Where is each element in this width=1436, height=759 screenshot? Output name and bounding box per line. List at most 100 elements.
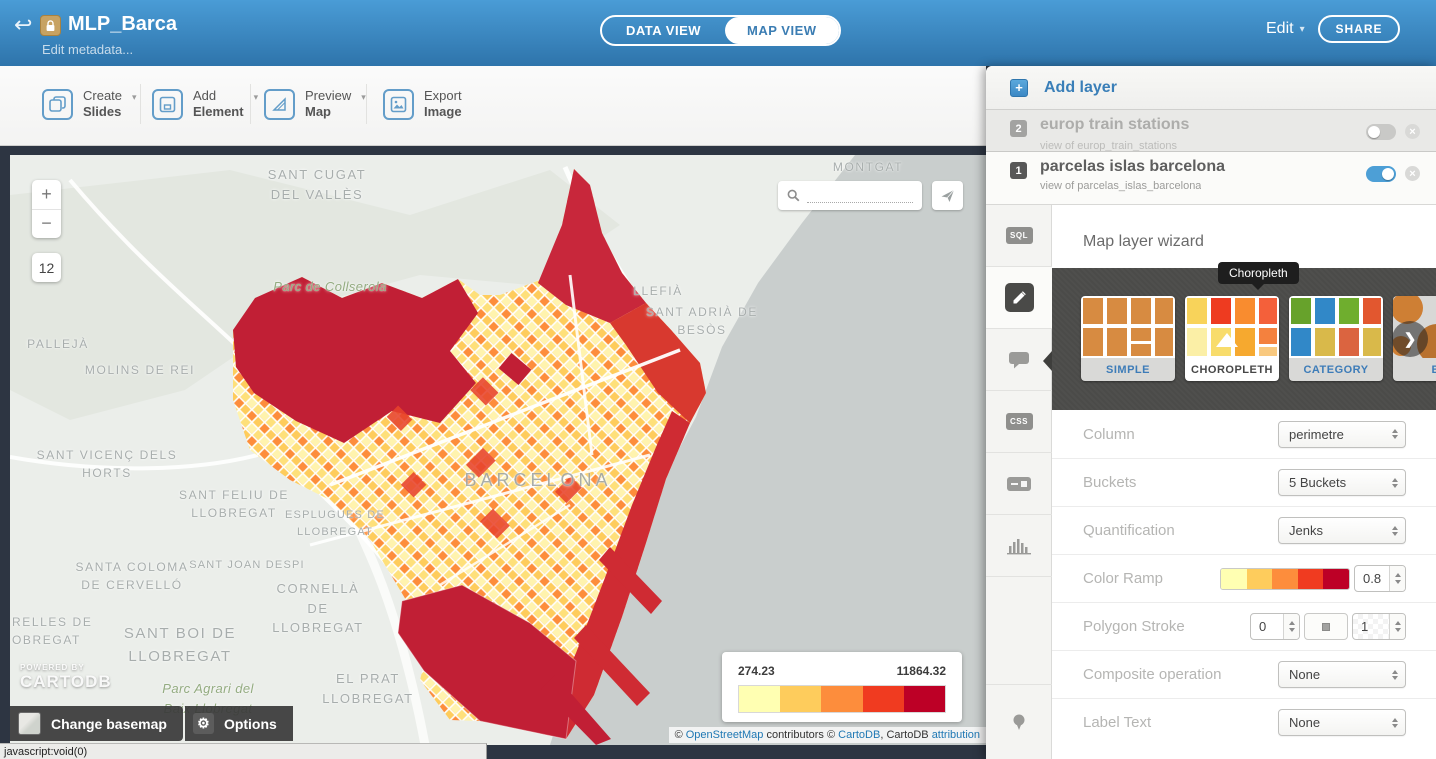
back-arrow-icon[interactable]: ↩: [14, 12, 33, 37]
cartodb-link[interactable]: CartoDB: [838, 729, 881, 741]
export-image-button[interactable]: Export Image: [383, 62, 462, 146]
wizard-card-choropleth[interactable]: CHOROPLETH: [1185, 296, 1279, 381]
element-icon: [152, 88, 183, 120]
tab-css[interactable]: CSS: [986, 391, 1052, 453]
options-button[interactable]: ⚙ Options: [184, 706, 293, 741]
layer-visibility-toggle[interactable]: [1366, 124, 1396, 140]
quantification-select[interactable]: Jenks: [1278, 517, 1406, 544]
button-label: Export: [424, 88, 462, 103]
css-icon: CSS: [1005, 413, 1033, 430]
search-input[interactable]: [807, 189, 913, 203]
spinner-arrows-icon[interactable]: [1283, 614, 1299, 639]
layer-title[interactable]: europ train stations: [1040, 116, 1190, 133]
card-label: CHOROPLETH: [1185, 358, 1279, 381]
wizard-card-simple[interactable]: SIMPLE: [1081, 296, 1175, 381]
edit-metadata-link[interactable]: Edit metadata...: [42, 42, 134, 57]
search-icon: [787, 189, 800, 202]
add-layer-bar[interactable]: + Add layer: [986, 66, 1436, 110]
composite-operation-select[interactable]: None: [1278, 661, 1406, 688]
locate-button[interactable]: [932, 181, 963, 210]
osm-link[interactable]: OpenStreetMap: [685, 729, 764, 741]
field-label: Label Text: [1083, 714, 1152, 731]
tab-marker[interactable]: [986, 685, 1052, 759]
tab-map-view[interactable]: MAP VIEW: [725, 17, 839, 44]
zoom-in-button[interactable]: +: [32, 180, 61, 210]
attribution-link[interactable]: attribution: [931, 729, 980, 741]
select-arrows-icon: [1392, 669, 1405, 680]
button-label: Create: [83, 88, 123, 103]
simple-thumbnail: [1081, 296, 1175, 358]
wizard-form: Column perimetre Buckets 5 Buckets Quant…: [1052, 410, 1436, 746]
map-label: SANT FELIU DE LLOBREGAT: [179, 488, 289, 520]
form-row-column: Column perimetre: [1052, 410, 1436, 458]
map-label: LLEFIÀ: [633, 284, 683, 298]
tab-filters[interactable]: [986, 515, 1052, 577]
create-slides-button[interactable]: Create Slides ▾: [42, 62, 137, 146]
close-icon[interactable]: ×: [1405, 124, 1420, 139]
layer-subtitle: view of parcelas_islas_barcelona: [1040, 180, 1202, 192]
chevron-down-icon[interactable]: ▾: [253, 91, 259, 102]
layer-row-europ-train-stations[interactable]: 2 europ train stations view of europ_tra…: [986, 110, 1436, 152]
tab-sql[interactable]: SQL: [986, 205, 1052, 267]
choropleth-tooltip: Choropleth: [1218, 262, 1299, 284]
zoom-out-button[interactable]: −: [41, 213, 52, 234]
zoom-level-indicator: 12: [32, 253, 61, 282]
select-arrows-icon: [1392, 429, 1405, 439]
layer-title[interactable]: parcelas islas barcelona: [1040, 158, 1225, 175]
carousel-next-button[interactable]: ❯: [1392, 321, 1428, 357]
preview-map-button[interactable]: Preview Map ▾: [264, 62, 366, 146]
plus-icon[interactable]: +: [1010, 78, 1028, 97]
field-label: Polygon Stroke: [1083, 618, 1185, 635]
tab-infowindow[interactable]: [986, 329, 1052, 391]
tab-wizard[interactable]: [986, 267, 1052, 329]
select-arrows-icon: [1392, 717, 1405, 728]
edit-menu[interactable]: Edit ▾: [1266, 20, 1305, 38]
share-button[interactable]: SHARE: [1318, 15, 1400, 43]
stroke-width-spinner[interactable]: 0: [1250, 613, 1300, 640]
change-basemap-button[interactable]: Change basemap: [10, 706, 183, 741]
image-icon: [383, 88, 414, 120]
tab-legends[interactable]: [986, 453, 1052, 515]
wizard-pane: Map layer wizard Choropleth SIMPLE: [1043, 205, 1436, 759]
chevron-down-icon[interactable]: ▾: [361, 91, 366, 102]
layer-order-badge: 1: [1010, 162, 1027, 179]
map-label: SANT ADRIÀ DE BESÒS: [646, 305, 758, 337]
legend-max-value: 11864.32: [896, 664, 946, 678]
color-ramp-picker[interactable]: [1220, 567, 1350, 590]
selected-card-pointer: [1216, 333, 1238, 347]
stroke-color-swatch[interactable]: [1304, 613, 1348, 640]
wizard-card-category[interactable]: CATEGORY: [1289, 296, 1383, 381]
map-label: MONTGAT: [832, 160, 904, 174]
close-icon[interactable]: ×: [1405, 166, 1420, 181]
change-basemap-label: Change basemap: [51, 715, 167, 732]
spinner-arrows-icon[interactable]: [1389, 614, 1405, 639]
buckets-select[interactable]: 5 Buckets: [1278, 469, 1406, 496]
ramp-opacity-spinner[interactable]: 0.8: [1354, 565, 1406, 592]
label-text-select[interactable]: None: [1278, 709, 1406, 736]
tab-data-view[interactable]: DATA VIEW: [626, 23, 702, 38]
column-select[interactable]: perimetre: [1278, 420, 1406, 448]
rail-spacer: [986, 577, 1052, 685]
wizard-title: Map layer wizard: [1083, 233, 1204, 250]
map-label: SANT JOAN DESPI: [189, 559, 305, 571]
spinner-arrows-icon[interactable]: [1389, 566, 1405, 591]
page-title[interactable]: MLP_Barca: [68, 13, 177, 35]
toolbar-divider: [366, 84, 367, 124]
stroke-opacity-spinner[interactable]: 1: [1352, 613, 1406, 640]
layer-row-parcelas-islas-barcelona[interactable]: 1 parcelas islas barcelona view of parce…: [986, 152, 1436, 205]
lock-icon[interactable]: [40, 15, 61, 36]
chevron-down-icon: ▾: [1299, 23, 1305, 35]
form-row-composite: Composite operation None: [1052, 650, 1436, 698]
zoom-control: + −: [32, 180, 61, 238]
add-element-button[interactable]: Add Element ▾: [152, 62, 258, 146]
map-search-box[interactable]: [778, 181, 922, 210]
slides-icon: [42, 88, 73, 120]
map-attribution: © OpenStreetMap contributors © CartoDB, …: [668, 727, 986, 743]
sql-icon: SQL: [1005, 227, 1033, 244]
map-canvas[interactable]: SANT CUGAT DEL VALLÈS MONTGAT Parc de Co…: [10, 155, 986, 745]
chevron-down-icon[interactable]: ▾: [132, 91, 137, 102]
basemap: [10, 155, 986, 745]
layer-subtitle: view of europ_train_stations: [1040, 140, 1177, 151]
layer-visibility-toggle[interactable]: [1366, 166, 1396, 182]
